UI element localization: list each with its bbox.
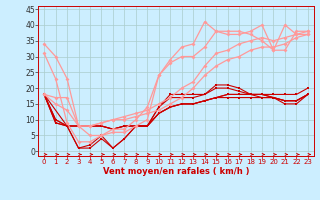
X-axis label: Vent moyen/en rafales ( km/h ): Vent moyen/en rafales ( km/h ) (103, 167, 249, 176)
